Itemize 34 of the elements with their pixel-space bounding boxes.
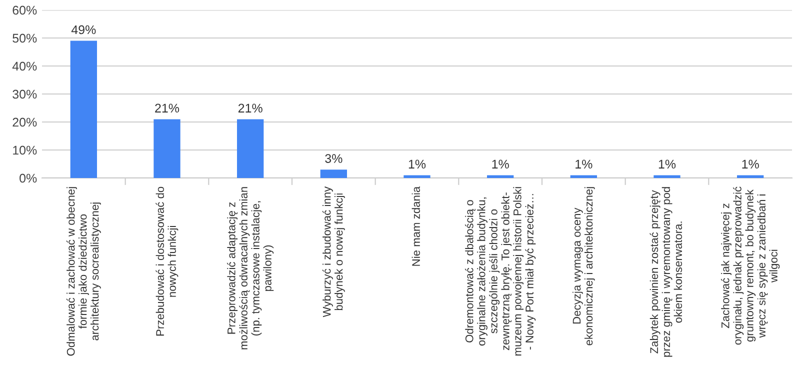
data-label: 1% [576,160,592,169]
x-tick-label: Zabytek powinien zostać przejęty przez gminę i wyremontowany pod okiem konserwatora. [650,187,682,357]
x-tick-label: Przeprowadzić adaptację z możliwością odwracalnych zmian (np. tymczasowe instalacje, pawilony) [227,187,274,350]
bar [570,175,597,178]
bar [320,170,347,178]
bar [404,175,430,178]
bar [70,40,97,178]
x-tick-label: Przebudować i dostosować do nowych funkcji [156,186,178,336]
bar [154,119,180,178]
y-tick-label: 40% [12,62,37,71]
bar [654,175,680,178]
y-tick-label: 30% [12,90,37,99]
y-tick-label: 60% [12,6,37,15]
data-label: 1% [742,160,759,169]
bar [237,119,264,178]
y-tick-label: 0% [20,174,37,183]
bar [487,175,514,178]
x-tick-label: Nie mam zdania [412,186,420,266]
x-tick-label: Zachować jak najwięcej z oryginału, jednak przeprowadzić gruntowny remont, bo budynek wręcz się sypie z zaniedbań i wilgoci [720,186,780,345]
x-tick-label: Decyzja wymaga oceny ekonomicznej i architektonicznej [572,187,595,346]
x-tick-label: Odmalować i zachować w obecnej formie jako dziedzictwo architektury socrealistycznej [66,187,101,356]
y-tick-label: 20% [12,118,37,127]
data-label: 21% [155,104,180,113]
data-label: 49% [71,25,96,34]
data-label: 1% [408,160,426,169]
y-tick-label: 10% [13,146,37,155]
data-label: 1% [658,160,676,169]
data-label: 21% [238,104,262,113]
bar [737,175,764,178]
x-tick-label: Wyburzyć i zbudować inny budynek o nowej funkcji [322,186,345,318]
y-tick-label: 50% [12,34,37,43]
data-label: 3% [325,154,342,163]
data-label: 1% [492,160,509,169]
x-tick-label: Odremontować z dbałością o oryginalne założenia budynku, szczególnie jeśli chodzi o zewnętrzną bryłę. To jest obiekt- muzeum powojennej historii Polski - Nowy Port miał być przecież… [465,187,536,356]
